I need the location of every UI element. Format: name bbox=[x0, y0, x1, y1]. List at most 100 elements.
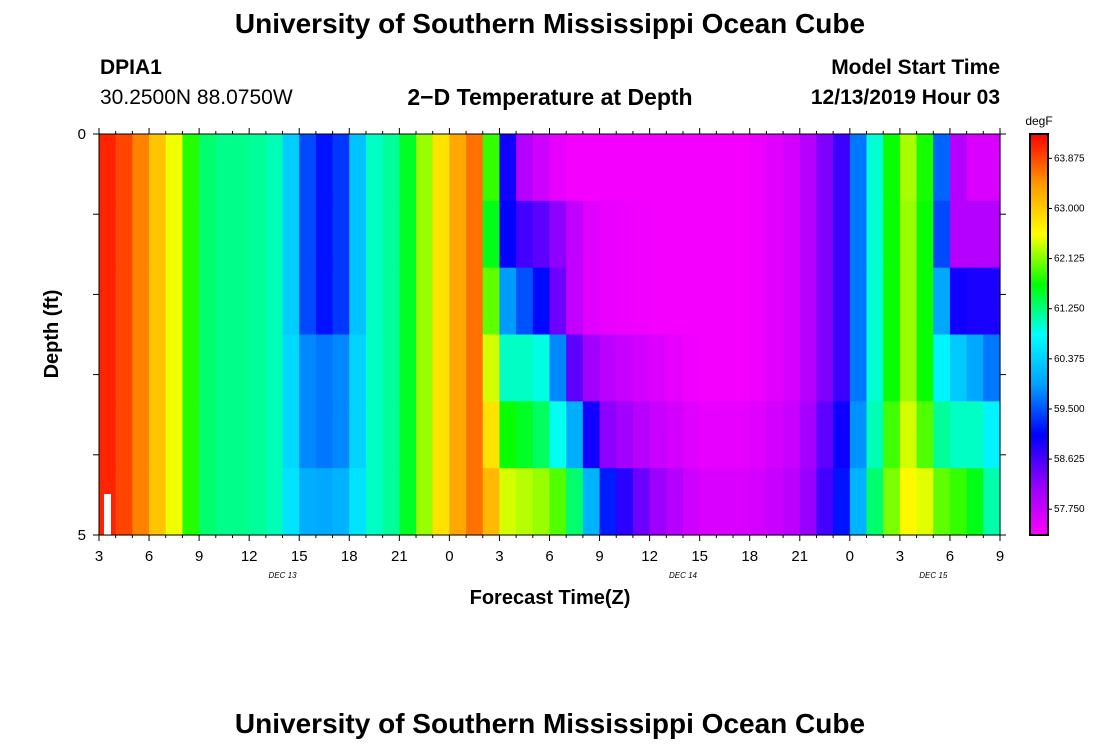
heatmap-cell bbox=[215, 401, 234, 469]
heatmap-cell bbox=[282, 267, 300, 336]
heatmap-cell bbox=[432, 334, 450, 402]
heatmap-cell bbox=[165, 267, 184, 336]
heatmap-cell bbox=[866, 334, 884, 402]
page-title-top: University of Southern Mississippi Ocean… bbox=[234, 8, 866, 39]
heatmap-cell bbox=[466, 200, 484, 269]
heatmap-cell bbox=[833, 267, 851, 336]
heatmap-cell bbox=[232, 267, 250, 336]
heatmap-cell bbox=[716, 267, 734, 336]
heatmap-cell bbox=[716, 401, 734, 469]
x-tick-label: 6 bbox=[145, 548, 153, 565]
heatmap-cell bbox=[783, 134, 801, 202]
heatmap-cell bbox=[282, 401, 300, 469]
heatmap-cell bbox=[99, 334, 117, 402]
x-tick-label: 18 bbox=[341, 548, 358, 565]
y-axis: 05 bbox=[78, 126, 1006, 544]
heatmap-cell bbox=[766, 468, 784, 536]
heatmap-cell bbox=[249, 401, 267, 469]
heatmap-cell bbox=[833, 200, 851, 269]
x-tick-label: 9 bbox=[996, 548, 1004, 565]
heatmap-cell bbox=[799, 334, 818, 402]
heatmap-cell bbox=[933, 200, 951, 269]
colorbar-tick-label: 63.875 bbox=[1054, 153, 1085, 164]
heatmap-cell bbox=[232, 334, 250, 402]
heatmap-cell bbox=[733, 267, 751, 336]
heatmap-cell bbox=[516, 334, 534, 402]
heatmap-cell bbox=[499, 200, 517, 269]
heatmap-cell bbox=[165, 134, 184, 202]
heatmap-cell bbox=[916, 267, 934, 336]
heatmap-cell bbox=[149, 334, 167, 402]
heatmap-cell bbox=[616, 334, 634, 402]
heatmap-cell bbox=[532, 334, 551, 402]
heatmap-cell bbox=[632, 200, 651, 269]
heatmap-cell bbox=[566, 134, 584, 202]
heatmap-cell bbox=[933, 334, 951, 402]
heatmap-cell bbox=[582, 401, 601, 469]
heatmap-cell bbox=[199, 401, 217, 469]
heatmap-cell bbox=[799, 200, 818, 269]
heatmap-cell bbox=[966, 468, 984, 536]
heatmap-cell bbox=[299, 134, 317, 202]
heatmap-cell bbox=[966, 334, 984, 402]
heatmap-cell bbox=[883, 200, 901, 269]
heatmap-cell bbox=[966, 267, 984, 336]
heatmap-cell bbox=[866, 267, 884, 336]
heatmap-cell bbox=[949, 468, 968, 536]
heatmap-cell bbox=[682, 200, 701, 269]
heatmap-cell bbox=[149, 468, 167, 536]
heatmap-cell bbox=[265, 468, 284, 536]
heatmap-cell bbox=[199, 134, 217, 202]
heatmap-cell bbox=[149, 267, 167, 336]
heatmap-cell bbox=[315, 401, 334, 469]
heatmap-cell bbox=[516, 267, 534, 336]
heatmap-cell bbox=[449, 468, 467, 536]
heatmap-cell bbox=[165, 200, 184, 269]
heatmap-cell bbox=[933, 267, 951, 336]
heatmap-cell bbox=[482, 334, 501, 402]
heatmap-cell bbox=[699, 200, 717, 269]
heatmap-cell bbox=[182, 134, 200, 202]
heatmap-cell bbox=[916, 401, 934, 469]
page-title-bottom: University of Southern Mississippi Ocean… bbox=[234, 708, 866, 739]
x-tick-label: 0 bbox=[846, 548, 854, 565]
x-tick-label: 3 bbox=[495, 548, 503, 565]
heatmap-cell bbox=[149, 401, 167, 469]
station-coordinates: 30.2500N 88.0750W bbox=[100, 86, 293, 109]
heatmap-cell bbox=[349, 334, 367, 402]
heatmap-cell bbox=[582, 267, 601, 336]
x-tick-label: 18 bbox=[741, 548, 758, 565]
heatmap-cell bbox=[416, 468, 434, 536]
heatmap-cell bbox=[666, 134, 684, 202]
heatmap-cell bbox=[616, 401, 634, 469]
heatmap-cell bbox=[549, 267, 567, 336]
heatmap-cell bbox=[833, 134, 851, 202]
heatmap-cell bbox=[949, 334, 968, 402]
heatmap-cell bbox=[632, 468, 651, 536]
heatmap-cell bbox=[299, 334, 317, 402]
heatmap-cell bbox=[766, 401, 784, 469]
heatmap-cell bbox=[916, 468, 934, 536]
heatmap-cell bbox=[382, 401, 400, 469]
heatmap-cell bbox=[449, 401, 467, 469]
heatmap-cell bbox=[849, 334, 868, 402]
heatmap-cell bbox=[699, 401, 717, 469]
heatmap-cell bbox=[432, 468, 450, 536]
heatmap-cell bbox=[416, 134, 434, 202]
plot-title: 2−D Temperature at Depth bbox=[407, 84, 693, 110]
heatmap-cell bbox=[983, 134, 1001, 202]
heatmap-cell bbox=[449, 267, 467, 336]
heatmap-cell bbox=[482, 401, 501, 469]
heatmap-cell bbox=[883, 267, 901, 336]
heatmap-cell bbox=[799, 134, 818, 202]
heatmap-cell bbox=[332, 334, 350, 402]
heatmap-cell bbox=[532, 200, 551, 269]
x-tick-label: 12 bbox=[641, 548, 658, 565]
heatmap-cell bbox=[532, 134, 551, 202]
heatmap-cell bbox=[849, 468, 868, 536]
heatmap-cell bbox=[933, 401, 951, 469]
heatmap-cell bbox=[849, 267, 868, 336]
heatmap-cell bbox=[749, 334, 768, 402]
heatmap-cell bbox=[382, 134, 400, 202]
